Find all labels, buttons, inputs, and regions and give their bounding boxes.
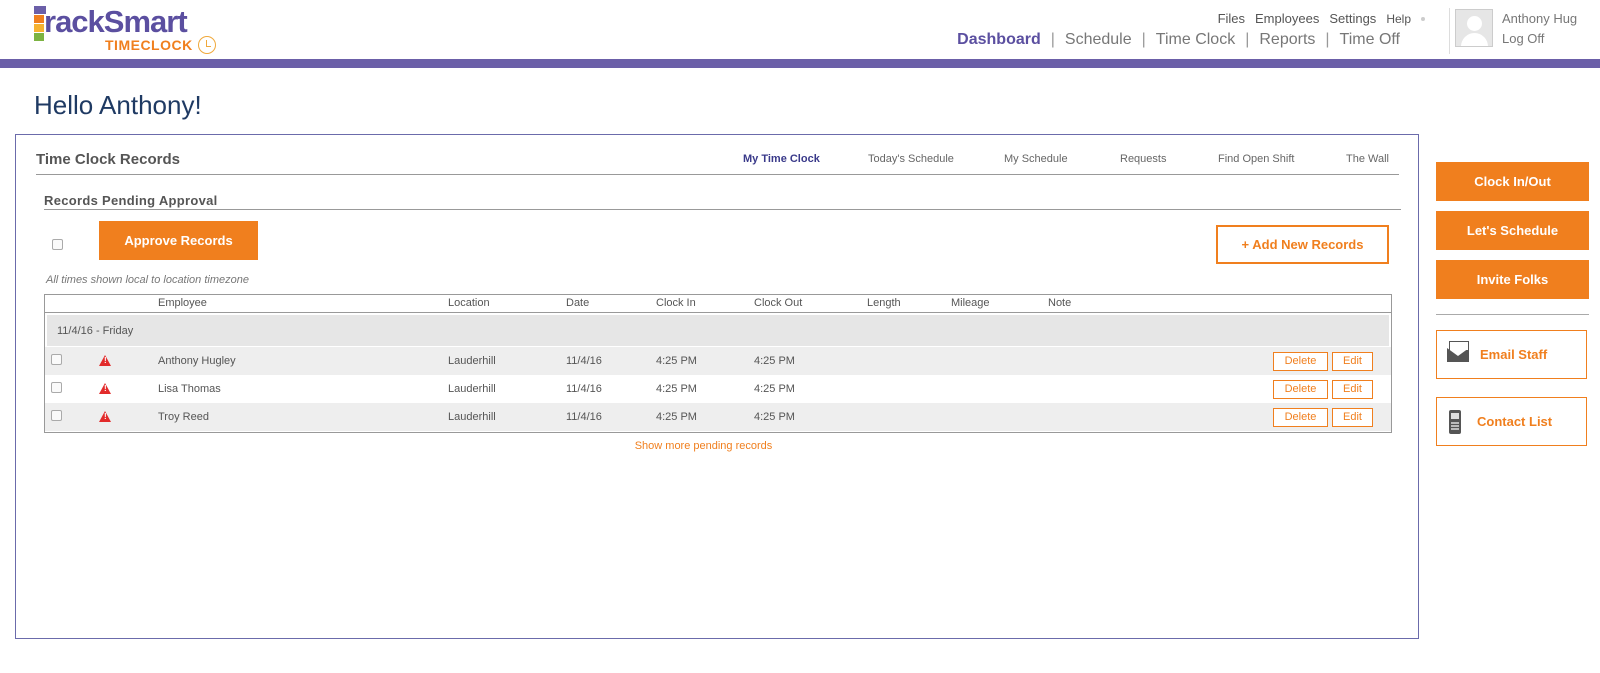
panel-title: Time Clock Records bbox=[36, 151, 180, 168]
top-header: rackSmart TIMECLOCK Files Employees Sett… bbox=[0, 0, 1600, 60]
user-divider bbox=[1449, 8, 1450, 54]
nav-separator: | bbox=[1141, 31, 1146, 48]
table-row: Lisa Thomas Lauderhill 11/4/16 4:25 PM 4… bbox=[45, 375, 1391, 403]
clock-icon bbox=[198, 36, 216, 54]
delete-button[interactable]: Delete bbox=[1273, 380, 1328, 399]
col-clock-out[interactable]: Clock Out bbox=[754, 297, 803, 309]
edit-button[interactable]: Edit bbox=[1332, 352, 1373, 371]
cell-clock-out: 4:25 PM bbox=[754, 355, 795, 367]
logoff-link[interactable]: Log Off bbox=[1502, 31, 1545, 46]
cell-clock-in: 4:25 PM bbox=[656, 383, 697, 395]
invite-folks-button[interactable]: Invite Folks bbox=[1436, 260, 1589, 299]
delete-button[interactable]: Delete bbox=[1273, 352, 1328, 371]
warning-icon bbox=[99, 383, 111, 394]
nav-separator: | bbox=[1245, 31, 1250, 48]
phone-icon bbox=[1449, 410, 1461, 434]
warning-icon bbox=[99, 355, 111, 366]
cell-clock-in: 4:25 PM bbox=[656, 355, 697, 367]
warning-icon bbox=[99, 411, 111, 422]
tab-the-wall[interactable]: The Wall bbox=[1346, 153, 1389, 165]
logo-subtitle: TIMECLOCK bbox=[105, 37, 193, 53]
records-table: Employee Location Date Clock In Clock Ou… bbox=[44, 294, 1392, 433]
col-note[interactable]: Note bbox=[1048, 297, 1072, 309]
cell-date: 11/4/16 bbox=[566, 355, 602, 367]
envelope-icon bbox=[1447, 348, 1469, 362]
col-date[interactable]: Date bbox=[566, 297, 590, 309]
tracksmart-logo[interactable]: rackSmart TIMECLOCK bbox=[34, 4, 224, 56]
cell-location: Lauderhill bbox=[448, 355, 496, 367]
tab-requests[interactable]: Requests bbox=[1120, 153, 1167, 165]
util-link-settings[interactable]: Settings bbox=[1329, 11, 1377, 26]
nav-schedule[interactable]: Schedule bbox=[1064, 31, 1132, 48]
clock-in-out-button[interactable]: Clock In/Out bbox=[1436, 162, 1589, 201]
help-dot-icon bbox=[1421, 16, 1425, 21]
side-divider bbox=[1436, 314, 1589, 315]
cell-date: 11/4/16 bbox=[566, 411, 602, 423]
row-checkbox[interactable] bbox=[51, 354, 62, 365]
date-group-label: 11/4/16 - Friday bbox=[57, 325, 134, 337]
nav-separator: | bbox=[1325, 31, 1330, 48]
select-all-checkbox[interactable] bbox=[52, 239, 63, 250]
cell-date: 11/4/16 bbox=[566, 383, 602, 395]
cell-employee: Troy Reed bbox=[158, 411, 209, 423]
util-link-employees[interactable]: Employees bbox=[1255, 11, 1320, 26]
tab-find-open-shift[interactable]: Find Open Shift bbox=[1218, 153, 1295, 165]
col-location[interactable]: Location bbox=[448, 297, 490, 309]
cell-location: Lauderhill bbox=[448, 383, 496, 395]
cell-location: Lauderhill bbox=[448, 411, 496, 423]
time-clock-panel: Time Clock Records My Time Clock Today's… bbox=[15, 134, 1419, 639]
contact-list-button[interactable]: Contact List bbox=[1436, 397, 1587, 446]
panel-divider bbox=[36, 174, 1399, 175]
tab-my-time-clock[interactable]: My Time Clock bbox=[743, 153, 820, 165]
edit-button[interactable]: Edit bbox=[1332, 408, 1373, 427]
user-name[interactable]: Anthony Hug bbox=[1502, 11, 1578, 26]
cell-employee: Anthony Hugley bbox=[158, 355, 236, 367]
date-group-row: 11/4/16 - Friday bbox=[47, 315, 1389, 346]
lets-schedule-button[interactable]: Let's Schedule bbox=[1436, 211, 1589, 250]
panel-tabs: My Time Clock Today's Schedule My Schedu… bbox=[743, 153, 1389, 165]
show-more-link: Show more pending records bbox=[16, 440, 1391, 452]
approve-records-button[interactable]: Approve Records bbox=[99, 221, 258, 260]
section-title: Records Pending Approval bbox=[44, 193, 218, 208]
nav-separator: | bbox=[1050, 31, 1055, 48]
logo-mark-icon bbox=[34, 6, 46, 41]
col-mileage[interactable]: Mileage bbox=[951, 297, 990, 309]
cell-employee: Lisa Thomas bbox=[158, 383, 221, 395]
tab-todays-schedule[interactable]: Today's Schedule bbox=[868, 153, 954, 165]
logo-wordmark: rackSmart bbox=[44, 4, 188, 39]
table-header: Employee Location Date Clock In Clock Ou… bbox=[45, 295, 1391, 313]
section-divider bbox=[44, 209, 1401, 210]
nav-time-off[interactable]: Time Off bbox=[1339, 31, 1400, 48]
contact-list-label: Contact List bbox=[1477, 414, 1553, 429]
show-more-label[interactable]: Show more pending records bbox=[634, 440, 773, 452]
delete-button[interactable]: Delete bbox=[1273, 408, 1328, 427]
avatar[interactable] bbox=[1455, 9, 1493, 47]
nav-time-clock[interactable]: Time Clock bbox=[1155, 31, 1236, 48]
util-link-files[interactable]: Files bbox=[1217, 11, 1246, 26]
col-clock-in[interactable]: Clock In bbox=[656, 297, 696, 309]
timezone-note: All times shown local to location timezo… bbox=[46, 274, 249, 286]
cell-clock-in: 4:25 PM bbox=[656, 411, 697, 423]
cell-clock-out: 4:25 PM bbox=[754, 411, 795, 423]
edit-button[interactable]: Edit bbox=[1332, 380, 1373, 399]
main-nav: Dashboard | Schedule | Time Clock | Repo… bbox=[957, 31, 1400, 49]
email-staff-button[interactable]: Email Staff bbox=[1436, 330, 1587, 379]
util-link-help[interactable]: Help bbox=[1386, 11, 1411, 26]
add-new-records-button[interactable]: + Add New Records bbox=[1216, 225, 1389, 264]
nav-reports[interactable]: Reports bbox=[1259, 31, 1316, 48]
email-staff-label: Email Staff bbox=[1480, 347, 1548, 362]
nav-dashboard[interactable]: Dashboard bbox=[957, 31, 1041, 48]
table-row: Troy Reed Lauderhill 11/4/16 4:25 PM 4:2… bbox=[45, 403, 1391, 431]
cell-clock-out: 4:25 PM bbox=[754, 383, 795, 395]
table-row: Anthony Hugley Lauderhill 11/4/16 4:25 P… bbox=[45, 347, 1391, 375]
row-checkbox[interactable] bbox=[51, 382, 62, 393]
row-checkbox[interactable] bbox=[51, 410, 62, 421]
utility-nav: Files Employees Settings Help bbox=[1218, 11, 1425, 26]
header-accent-bar bbox=[0, 59, 1600, 68]
tab-my-schedule[interactable]: My Schedule bbox=[1004, 153, 1068, 165]
col-employee[interactable]: Employee bbox=[158, 297, 207, 309]
page-greeting: Hello Anthony! bbox=[34, 90, 202, 120]
col-length[interactable]: Length bbox=[867, 297, 901, 309]
